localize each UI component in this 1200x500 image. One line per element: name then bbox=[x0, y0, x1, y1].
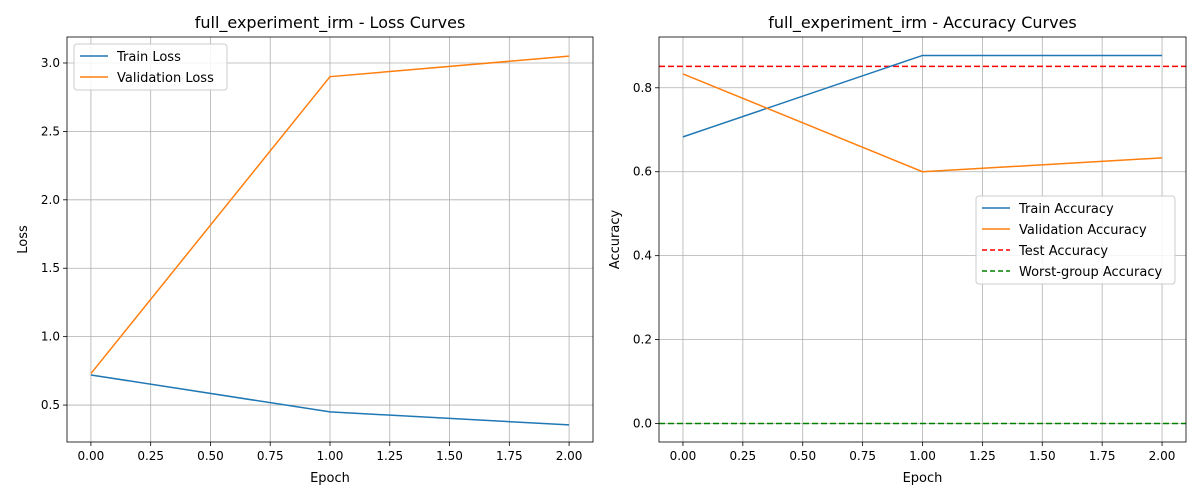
y-tick-label: 2.5 bbox=[41, 124, 60, 138]
legend-label: Validation Accuracy bbox=[1019, 223, 1147, 238]
legend-label: Train Loss bbox=[116, 50, 181, 65]
y-tick-label: 0.2 bbox=[633, 333, 652, 347]
legend-label: Validation Loss bbox=[117, 71, 214, 86]
x-tick-label: 2.00 bbox=[1149, 449, 1176, 463]
series-line-train-loss bbox=[90, 374, 570, 426]
chart-title: full_experiment_irm - Accuracy Curves bbox=[768, 13, 1077, 33]
x-tick-label: 2.00 bbox=[556, 449, 583, 463]
grid bbox=[67, 37, 593, 442]
legend-label: Test Accuracy bbox=[1018, 244, 1108, 259]
x-tick-label: 1.25 bbox=[969, 449, 996, 463]
y-tick-label: 2.0 bbox=[41, 193, 60, 207]
chart-panel-1: 0.00 0.25 0.50 0.75 1.00 1.25 1.50 1.75 2.00 0.5 1… bbox=[16, 13, 594, 486]
x-axis-label: Epoch bbox=[903, 471, 943, 486]
x-axis-label: Epoch bbox=[310, 471, 350, 486]
x-tick-label: 0.50 bbox=[789, 449, 816, 463]
y-axis-label: Loss bbox=[16, 225, 31, 254]
y-tick-label: 0.5 bbox=[41, 398, 60, 412]
x-tick-label: 0.25 bbox=[729, 449, 756, 463]
x-tick-label: 1.75 bbox=[496, 449, 523, 463]
legend-label: Worst-group Accuracy bbox=[1019, 265, 1162, 280]
y-tick-label: 0.6 bbox=[633, 165, 652, 179]
chart-title: full_experiment_irm - Loss Curves bbox=[195, 13, 466, 33]
legend-label: Train Accuracy bbox=[1018, 202, 1114, 217]
legend-box bbox=[975, 195, 1176, 285]
x-tick-label: 0.75 bbox=[849, 449, 876, 463]
x-tick-label: 0.00 bbox=[670, 449, 697, 463]
x-tick-label: 1.00 bbox=[317, 449, 344, 463]
legend: Train Loss Validation Loss bbox=[73, 43, 228, 91]
x-tick-label: 1.50 bbox=[436, 449, 463, 463]
y-tick-label: 0.8 bbox=[633, 81, 652, 95]
series-line-train-accuracy bbox=[682, 54, 1163, 138]
x-tick-label: 0.25 bbox=[137, 449, 164, 463]
series-line-validation-accuracy bbox=[682, 73, 1163, 173]
series-line-validation-loss bbox=[90, 55, 570, 375]
y-tick-label: 1.5 bbox=[41, 261, 60, 275]
y-tick-label: 0.0 bbox=[633, 417, 652, 431]
legend: Train Accuracy Validation Accuracy Test Ac… bbox=[975, 195, 1176, 285]
chart-panel-2: 0.00 0.25 0.50 0.75 1.00 1.25 1.50 1.75 2.00 0.0 0… bbox=[608, 13, 1187, 486]
legend-box bbox=[73, 43, 228, 91]
x-tick-label: 0.50 bbox=[197, 449, 224, 463]
y-tick-label: 3.0 bbox=[41, 56, 60, 70]
x-tick-label: 0.75 bbox=[257, 449, 284, 463]
x-tick-label: 1.00 bbox=[909, 449, 936, 463]
x-tick-label: 1.75 bbox=[1089, 449, 1116, 463]
x-tick-label: 0.00 bbox=[78, 449, 105, 463]
y-tick-label: 0.4 bbox=[633, 249, 652, 263]
x-tick-label: 1.25 bbox=[376, 449, 403, 463]
y-axis-label: Accuracy bbox=[608, 210, 623, 270]
y-tick-label: 1.0 bbox=[41, 330, 60, 344]
x-tick-label: 1.50 bbox=[1029, 449, 1056, 463]
